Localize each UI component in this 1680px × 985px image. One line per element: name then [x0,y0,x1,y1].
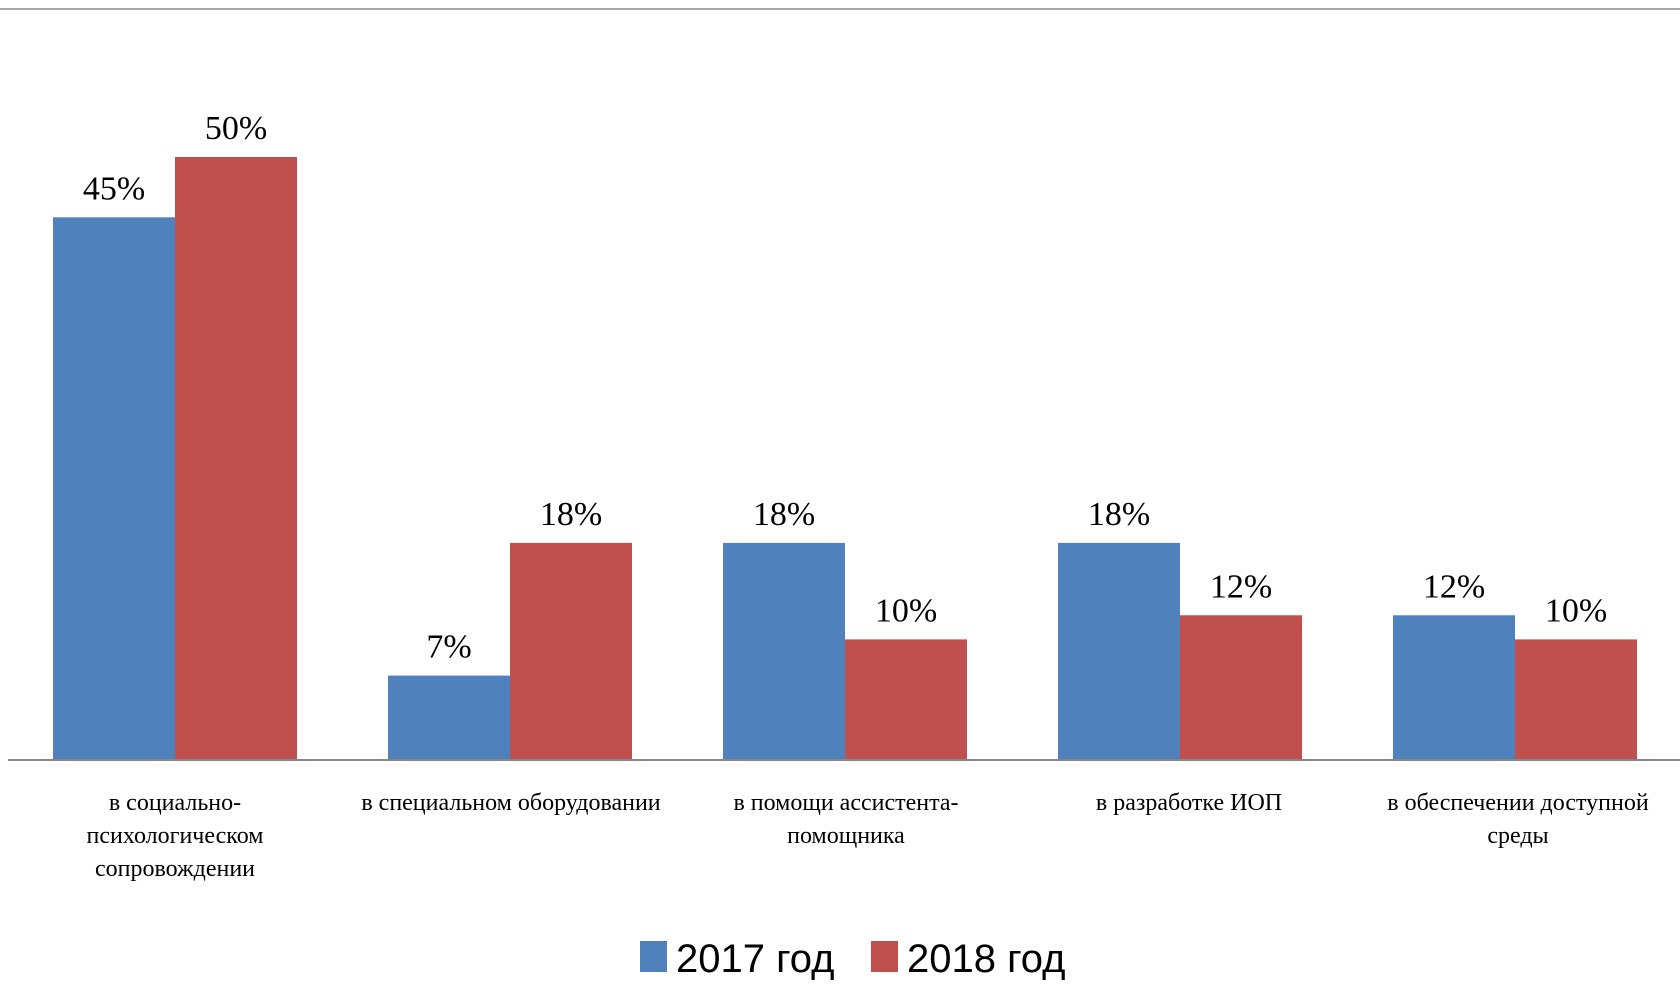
value-label: 7% [426,629,471,666]
bar-2017-1 [388,675,510,760]
value-label: 18% [753,496,815,533]
category-label: в специальном оборудовании [361,790,660,816]
value-label: 12% [1210,568,1272,605]
category-label-line: в обеспечении доступной [1387,790,1649,816]
bar-2018-1 [510,542,632,760]
legend-swatch-2018 [871,941,898,972]
category-label-line: в социально- [109,790,241,816]
legend-swatch-2017 [640,941,667,972]
value-label: 50% [205,110,267,147]
value-label: 12% [1423,568,1485,605]
category-label-line: сопровождении [95,856,255,882]
bar-2017-4 [1393,615,1515,760]
legend: 2017 год 2018 год [640,937,1066,981]
value-label: 10% [875,592,937,629]
bar-2018-3 [1180,615,1302,760]
bar-2018-0 [175,157,297,760]
legend-label-2018: 2018 год [907,937,1066,981]
category-label: в разработке ИОП [1096,790,1282,816]
value-label: 10% [1545,592,1607,629]
category-label-line: среды [1487,823,1548,849]
value-label: 18% [1088,496,1150,533]
category-label-line: помощника [787,823,905,849]
bar-2018-4 [1515,639,1637,760]
bar-2017-0 [53,217,175,761]
category-label: в обеспечении доступной среды [1387,790,1649,849]
legend-label-2017: 2017 год [676,937,835,981]
category-label-line: в разработке ИОП [1096,790,1282,816]
value-label: 45% [83,170,145,207]
bar-2017-2 [723,542,845,760]
category-label-line: в специальном оборудовании [361,790,660,816]
category-labels-group: в социально-психологическом сопровождении… [87,790,1649,882]
bar-2017-3 [1058,542,1180,760]
category-label-line: в помощи ассистента- [733,790,958,816]
value-label: 18% [540,496,602,533]
category-label-line: психологическом [87,823,264,849]
value-labels-group: 45% 7% 18% 18% 12% 50% 18% 10% 12% 10% [83,110,1607,666]
category-label: в помощи ассистента-помощника [733,790,958,849]
bar-2018-2 [845,639,967,760]
category-label: в социально-психологическом сопровождении [87,790,264,882]
bars-group [53,157,1637,761]
